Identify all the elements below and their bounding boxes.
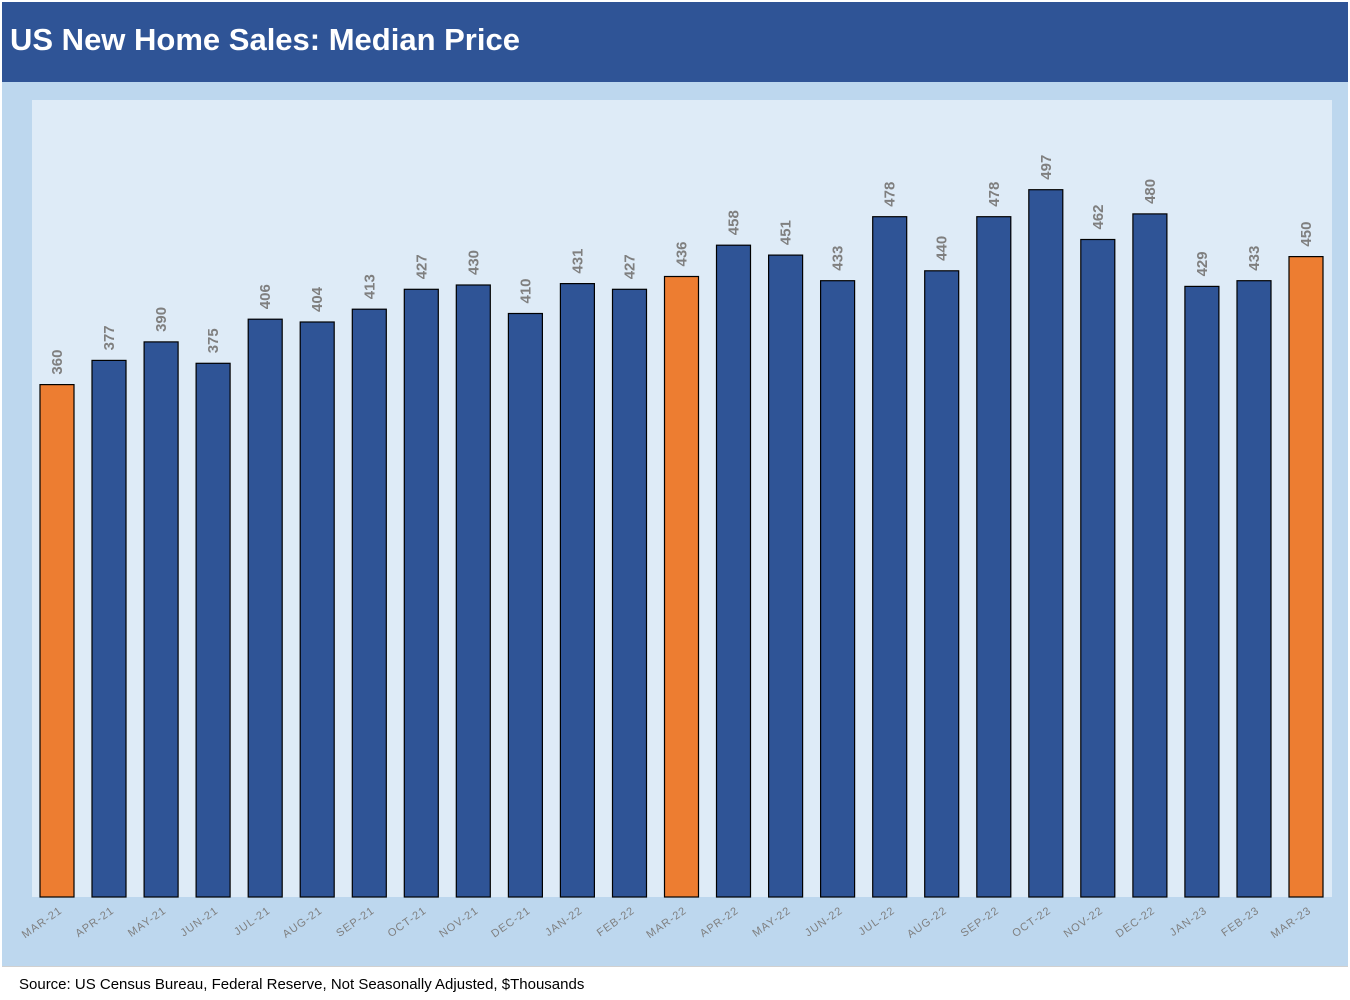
bar-sep-21	[351, 308, 387, 898]
x-tick-may-22: MAY-22	[750, 905, 793, 940]
data-label-apr-22: 458	[726, 210, 743, 235]
chart-title: US New Home Sales: Median Price	[10, 22, 520, 57]
data-label-oct-21: 427	[413, 254, 430, 279]
data-label-may-22: 451	[778, 220, 795, 245]
data-labels-group: 360 377 390 375 406 404 413 427 430 410 431 427 436 4…	[49, 155, 1315, 375]
data-label-may-21: 390	[153, 307, 170, 332]
x-tick-jun-22: JUN-22	[803, 905, 845, 940]
bar-mar-21	[39, 384, 75, 898]
bar-apr-22	[715, 244, 752, 898]
bar-feb-23	[1236, 280, 1272, 898]
bar-nov-21	[455, 284, 491, 898]
bar-jan-23	[1184, 285, 1220, 898]
x-axis-tick-labels: MAR-21 APR-21 MAY-21 JUN-21 JUL-21 AUG-21 SEP-…	[20, 905, 1314, 941]
title-bar: US New Home Sales: Median Price	[2, 2, 1348, 82]
bar-jul-22	[872, 216, 908, 898]
bar-jun-21	[195, 362, 231, 898]
source-note: Source: US Census Bureau, Federal Reserv…	[19, 976, 585, 993]
data-label-mar-23: 450	[1298, 222, 1315, 247]
data-label-aug-22: 440	[934, 236, 951, 261]
data-label-feb-23: 433	[1246, 246, 1263, 271]
x-tick-apr-21: APR-21	[73, 905, 116, 940]
x-tick-dec-22: DEC-22	[1114, 905, 1158, 941]
data-label-aug-21: 404	[309, 286, 326, 312]
data-label-jan-22: 431	[569, 249, 586, 274]
bar-feb-22	[611, 288, 648, 898]
bar-mar-22	[663, 275, 700, 898]
x-tick-oct-21: OCT-21	[386, 905, 429, 940]
bar-dec-22	[1132, 213, 1168, 898]
bar-aug-21	[299, 321, 335, 898]
x-tick-aug-21: AUG-21	[281, 905, 325, 941]
x-tick-jul-22: JUL-22	[857, 905, 898, 939]
data-label-jul-21: 406	[257, 284, 274, 309]
bar-jul-21	[247, 318, 283, 898]
x-tick-jan-22: JAN-22	[543, 905, 585, 939]
x-tick-dec-21: DEC-21	[489, 905, 533, 941]
data-label-jun-22: 433	[830, 246, 847, 271]
x-tick-sep-22: SEP-22	[959, 905, 1002, 940]
bar-jun-22	[819, 280, 856, 898]
data-label-sep-21: 413	[361, 274, 378, 299]
x-tick-sep-21: SEP-21	[334, 905, 377, 940]
x-tick-aug-22: AUG-22	[905, 905, 949, 941]
data-label-dec-22: 480	[1142, 179, 1159, 204]
data-label-apr-21: 377	[101, 325, 118, 350]
bars-group	[39, 189, 1324, 898]
bar-jan-22	[559, 283, 596, 898]
data-label-jul-22: 478	[882, 182, 899, 207]
x-tick-mar-23: MAR-23	[1269, 905, 1314, 941]
bar-may-21	[143, 341, 179, 898]
bar-oct-22	[1028, 189, 1064, 898]
bar-dec-21	[507, 312, 543, 898]
data-label-mar-22: 436	[674, 241, 691, 266]
x-tick-apr-22: APR-22	[698, 905, 741, 940]
x-tick-jan-23: JAN-23	[1168, 905, 1210, 939]
data-label-oct-22: 497	[1038, 155, 1055, 180]
bar-may-22	[767, 254, 804, 898]
x-tick-may-21: MAY-21	[126, 905, 169, 940]
data-label-sep-22: 478	[986, 182, 1003, 207]
bar-aug-22	[924, 270, 960, 898]
bar-nov-22	[1080, 238, 1116, 898]
bar-apr-21	[91, 359, 127, 898]
data-label-nov-22: 462	[1090, 204, 1107, 229]
x-tick-feb-23: FEB-23	[1219, 905, 1261, 940]
data-label-dec-21: 410	[517, 278, 534, 303]
x-tick-feb-22: FEB-22	[595, 905, 637, 940]
bar-oct-21	[403, 288, 439, 898]
data-label-jan-23: 429	[1194, 251, 1211, 276]
data-label-nov-21: 430	[465, 250, 482, 275]
x-tick-nov-22: NOV-22	[1062, 905, 1106, 941]
data-label-jun-21: 375	[205, 328, 222, 353]
x-tick-mar-22: MAR-22	[644, 905, 689, 941]
bar-mar-23	[1288, 256, 1324, 898]
source-bar: Source: US Census Bureau, Federal Reserv…	[2, 966, 1348, 999]
x-tick-jul-21: JUL-21	[232, 905, 273, 939]
data-label-feb-22: 427	[622, 254, 639, 279]
bar-sep-22	[976, 216, 1012, 898]
x-tick-oct-22: OCT-22	[1010, 905, 1053, 940]
x-tick-jun-21: JUN-21	[178, 905, 220, 940]
x-tick-mar-21: MAR-21	[20, 905, 65, 941]
x-tick-nov-21: NOV-21	[437, 905, 481, 941]
data-label-mar-21: 360	[49, 350, 66, 375]
